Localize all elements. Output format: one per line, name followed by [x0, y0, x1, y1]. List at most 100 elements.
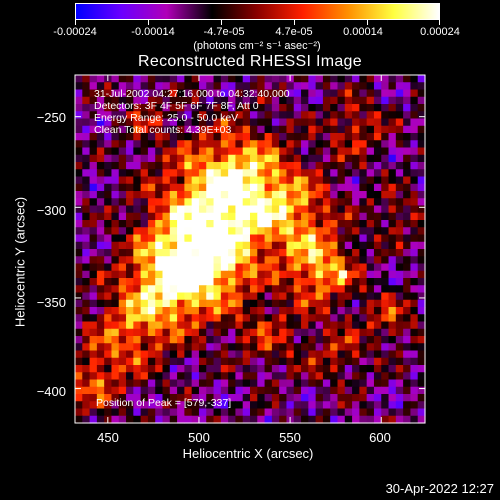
heatmap-cell: [242, 147, 251, 156]
heatmap-cell: [228, 299, 237, 308]
heatmap-cell: [366, 89, 375, 98]
heatmap-cell: [147, 408, 156, 417]
heatmap-cell: [271, 256, 280, 265]
heatmap-cell: [198, 350, 207, 359]
heatmap-cell: [104, 212, 113, 221]
heatmap-cell: [315, 176, 324, 185]
heatmap-cell: [133, 328, 142, 337]
heatmap-cell: [301, 227, 309, 236]
heatmap-cell: [118, 408, 127, 417]
heatmap-cell: [104, 350, 113, 359]
heatmap-cell: [213, 336, 222, 344]
heatmap-cell: [177, 256, 185, 265]
heatmap-cell: [220, 198, 229, 207]
heatmap-cell: [352, 125, 360, 134]
heatmap-cell: [191, 307, 200, 315]
heatmap-cell: [315, 408, 324, 417]
heatmap-cell: [271, 212, 280, 221]
heatmap-cell: [301, 96, 309, 105]
heatmap-cell: [286, 256, 295, 265]
heatmap-cell: [96, 147, 105, 156]
heatmap-cell: [264, 365, 273, 373]
heatmap-cell: [264, 386, 273, 395]
heatmap-cell: [155, 140, 164, 149]
heatmap-cell: [184, 198, 193, 207]
heatmap-cell: [213, 386, 222, 395]
heatmap-cell: [155, 343, 164, 352]
heatmap-cell: [82, 198, 91, 207]
heatmap-cell: [271, 125, 280, 134]
heatmap-cell: [140, 292, 149, 301]
heatmap-cell: [373, 154, 382, 163]
heatmap-cell: [169, 408, 178, 417]
heatmap-cell: [330, 321, 339, 330]
heatmap-cell: [89, 401, 98, 410]
heatmap-cell: [147, 328, 156, 337]
heatmap-cell: [140, 82, 149, 91]
heatmap-cell: [220, 256, 229, 265]
heatmap-cell: [155, 394, 164, 402]
heatmap-cell: [89, 191, 98, 199]
heatmap-cell: [140, 205, 149, 214]
heatmap-cell: [191, 125, 200, 134]
heatmap-cell: [301, 314, 309, 323]
heatmap-cell: [147, 321, 156, 330]
heatmap-cell: [242, 365, 251, 373]
heatmap-cell: [235, 365, 244, 373]
heatmap-cell: [228, 328, 237, 337]
heatmap-cell: [155, 328, 164, 337]
heatmap-cell: [279, 96, 288, 105]
heatmap-cell: [75, 263, 83, 272]
heatmap-cell: [410, 133, 419, 141]
heatmap-cell: [162, 336, 171, 344]
heatmap-cell: [403, 212, 412, 221]
heatmap-cell: [337, 162, 346, 170]
heatmap-cell: [250, 234, 258, 243]
heatmap-cell: [228, 162, 237, 170]
heatmap-cell: [308, 299, 317, 308]
heatmap-cell: [140, 75, 149, 83]
heatmap-cell: [395, 379, 404, 388]
heatmap-cell: [206, 278, 215, 286]
heatmap-cell: [140, 111, 149, 120]
heatmap-cell: [96, 82, 105, 91]
heatmap-cell: [315, 415, 324, 424]
heatmap-cell: [344, 140, 353, 149]
heatmap-cell: [220, 183, 229, 192]
heatmap-cell: [89, 140, 98, 149]
heatmap-cell: [169, 140, 178, 149]
heatmap-cell: [403, 89, 412, 98]
heatmap-cell: [301, 357, 309, 366]
heatmap-cell: [191, 372, 200, 381]
heatmap-cell: [111, 394, 120, 402]
heatmap-cell: [184, 256, 193, 265]
heatmap-cell: [206, 307, 215, 315]
heatmap-cell: [388, 336, 397, 344]
heatmap-cell: [169, 118, 178, 127]
heatmap-cell: [206, 415, 215, 424]
heatmap-cell: [271, 278, 280, 286]
heatmap-cell: [301, 336, 309, 344]
heatmap-cell: [257, 292, 266, 301]
heatmap-cell: [89, 350, 98, 359]
heatmap-cell: [308, 75, 317, 83]
heatmap-cell: [373, 82, 382, 91]
heatmap-cell: [330, 118, 339, 127]
heatmap-cell: [206, 111, 215, 120]
heatmap-cell: [162, 154, 171, 163]
heatmap-cell: [228, 256, 237, 265]
heatmap-cell: [271, 307, 280, 315]
heatmap-cell: [89, 357, 98, 366]
heatmap-cell: [417, 321, 426, 330]
heatmap-cell: [410, 205, 419, 214]
heatmap-cell: [242, 118, 251, 127]
heatmap-cell: [344, 162, 353, 170]
heatmap-cell: [111, 372, 120, 381]
heatmap-cell: [271, 104, 280, 112]
heatmap-cell: [388, 285, 397, 294]
heatmap-cell: [118, 379, 127, 388]
heatmap-cell: [403, 379, 412, 388]
heatmap-cell: [162, 96, 171, 105]
heatmap-cell: [177, 415, 185, 424]
heatmap-cell: [155, 299, 164, 308]
